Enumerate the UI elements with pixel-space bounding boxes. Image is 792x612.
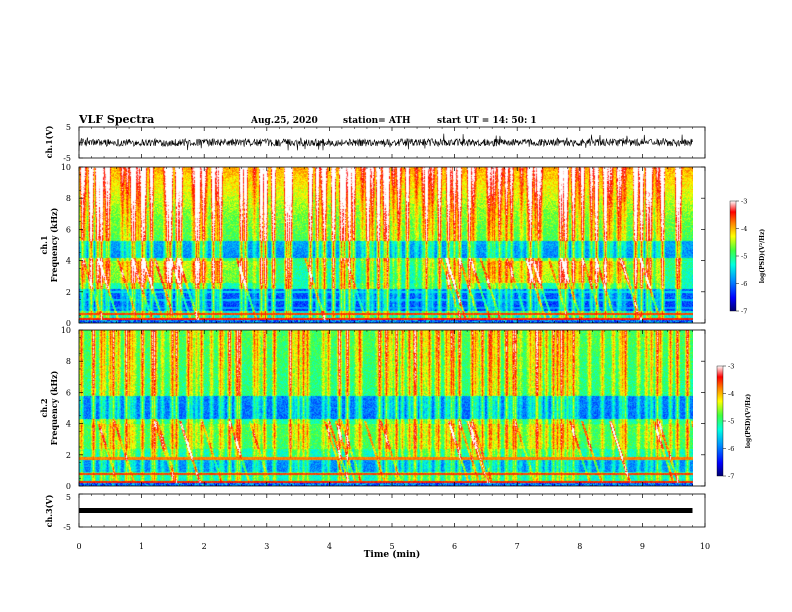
ch2-cb-tick-label--7: -7 (728, 473, 734, 481)
ch2-cb-tick-label--3: -3 (728, 363, 734, 371)
ch3-ytick-bottom: -5 (63, 523, 71, 532)
ch1-colorbar-ticks: -3 -4 -5 -6 -7 (736, 198, 747, 316)
ch1-ytick-label-4: 4 (66, 257, 71, 266)
ch3-waveform-ylabel: ch.3(V) (44, 494, 54, 527)
ch2-spectrogram-ylabel-line2: Frequency (kHz) (49, 370, 59, 445)
ch2-spectrogram-image (79, 330, 693, 486)
ch1-ytick-label-10: 10 (61, 163, 71, 172)
ch2-cb-tick-label--4: -4 (728, 390, 734, 398)
ch1-cb-tick-label--3: -3 (741, 198, 747, 206)
ch1-ytick-bottom: -5 (63, 154, 71, 163)
ch1-cb-tick-label--7: -7 (741, 308, 747, 316)
ch3-ytick-top: 5 (66, 493, 71, 502)
ch2-ytick-label-0: 0 (66, 482, 71, 491)
ch1-ytick-label-2: 2 (66, 288, 71, 297)
ch2-colorbar-label: log(PSD)(V²/Hz) (745, 394, 752, 449)
figure-title: VLF Spectra (78, 113, 154, 126)
xtick-label-6: 6 (452, 542, 457, 551)
ch1-cb-tick-label--6: -6 (741, 280, 747, 288)
ch1-yticks: 0 2 4 6 8 10 (61, 163, 705, 328)
ch1-ytick-label-8: 8 (66, 194, 71, 203)
xtick-label-2: 2 (202, 542, 207, 551)
header-date: Aug.25, 2020 (250, 116, 318, 126)
ch1-waveform-trace (78, 133, 693, 152)
xtick-label-8: 8 (577, 542, 582, 551)
xtick-label-1: 1 (139, 542, 144, 551)
ch2-cb-tick-label--5: -5 (728, 418, 734, 426)
time-axis-label: Time (min) (364, 549, 421, 560)
ch1-cb-tick-label--5: -5 (741, 253, 747, 261)
ch2-yticks: 0 2 4 6 8 10 (61, 326, 705, 491)
time-axis-ticks: 0 1 2 3 4 5 6 7 8 9 10 (76, 127, 710, 551)
ch1-ytick-label-6: 6 (66, 225, 71, 234)
ch3-waveform-trace (79, 508, 693, 513)
ch3-waveform-panel: 5 -5 ch.3(V) (44, 493, 706, 532)
xtick-label-4: 4 (327, 542, 332, 551)
header-start-time: start UT = 14: 50: 1 (437, 116, 537, 126)
ch1-waveform-panel: 5 -5 ch.1(V) (44, 123, 706, 163)
ch1-spectrogram-ylabel-line1: ch.1 (39, 235, 49, 254)
xtick-label-0: 0 (76, 542, 81, 551)
ch2-ytick-label-10: 10 (61, 326, 71, 335)
ch1-colorbar (729, 200, 737, 312)
ch2-ytick-label-6: 6 (66, 388, 71, 397)
ch1-waveform-ylabel: ch.1(V) (44, 125, 54, 158)
xtick-label-7: 7 (515, 542, 520, 551)
ch1-cb-tick-label--4: -4 (741, 225, 747, 233)
ch1-ytick-top: 5 (66, 123, 71, 132)
ch2-colorbar (716, 365, 724, 477)
ch1-spectrogram-ylabel-line2: Frequency (kHz) (49, 207, 59, 282)
ch2-spectrogram-ylabel-line1: ch.2 (39, 398, 49, 417)
ch2-colorbar-ticks: -3 -4 -5 -6 -7 (723, 363, 734, 481)
ch2-ytick-label-8: 8 (66, 357, 71, 366)
ch2-cb-tick-label--6: -6 (728, 445, 734, 453)
ch2-ytick-label-2: 2 (66, 451, 71, 460)
ch1-colorbar-label: log(PSD)(V²/Hz) (759, 229, 766, 284)
xtick-label-9: 9 (640, 542, 645, 551)
ch1-spectrogram-image (79, 167, 693, 323)
xtick-label-3: 3 (264, 542, 269, 551)
xtick-label-5: 5 (389, 542, 394, 551)
ch2-ytick-label-4: 4 (66, 420, 71, 429)
xtick-label-10: 10 (700, 542, 710, 551)
header-station: station= ATH (343, 116, 411, 126)
ch1-ytick-label-0: 0 (66, 319, 71, 328)
